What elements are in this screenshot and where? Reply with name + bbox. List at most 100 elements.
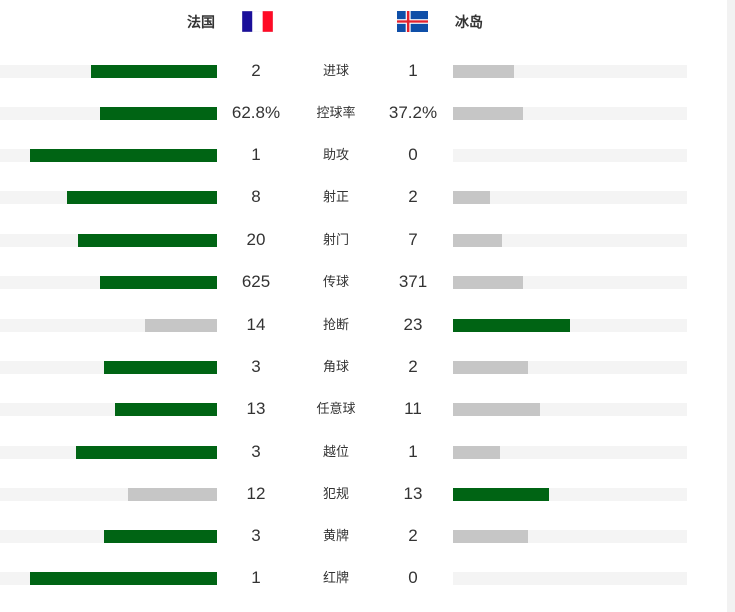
away-bar-track	[453, 572, 687, 585]
stat-row: 1 助攻 0	[0, 145, 727, 165]
home-bar-track	[0, 319, 217, 332]
stat-label: 传球	[322, 274, 349, 289]
stat-row: 1 红牌 0	[0, 568, 727, 588]
home-team-name: 法国	[187, 14, 215, 30]
away-value: 0	[408, 145, 418, 164]
home-value: 20	[246, 230, 266, 249]
home-bar-fill	[115, 403, 217, 416]
away-value: 23	[403, 315, 423, 334]
away-value: 11	[404, 399, 422, 418]
scrollbar[interactable]	[727, 0, 735, 612]
home-bar-fill	[75, 446, 217, 459]
away-bar-fill	[453, 191, 491, 204]
away-bar-track	[453, 191, 687, 204]
away-value: 2	[408, 357, 418, 376]
stat-row: 3 越位 1	[0, 442, 727, 462]
home-bar-track	[0, 107, 217, 120]
stat-row: 3 角球 2	[0, 357, 727, 377]
home-bar-fill	[91, 65, 217, 78]
away-value: 0	[408, 568, 418, 587]
away-bar-fill	[453, 361, 528, 374]
away-value: 371	[398, 272, 428, 291]
away-bar-track	[453, 446, 687, 459]
home-bar-fill	[99, 276, 217, 289]
home-value: 3	[251, 526, 261, 545]
away-bar-track	[453, 319, 687, 332]
home-bar-fill	[104, 361, 217, 374]
home-bar-fill	[128, 488, 217, 501]
home-bar-track	[0, 403, 217, 416]
away-bar-fill	[453, 446, 500, 459]
home-value: 62.8%	[231, 103, 281, 122]
home-value: 12	[246, 484, 266, 503]
home-bar-track	[0, 149, 217, 162]
home-bar-track	[0, 276, 217, 289]
home-bar-fill	[30, 149, 217, 162]
home-value: 625	[241, 272, 271, 291]
away-value: 1	[408, 442, 418, 461]
away-value: 7	[408, 230, 418, 249]
away-bar-track	[453, 149, 687, 162]
home-bar-track	[0, 65, 217, 78]
stat-label: 红牌	[322, 570, 349, 585]
away-value: 37.2%	[388, 103, 438, 122]
home-bar-track	[0, 361, 217, 374]
stat-label: 犯规	[322, 486, 349, 501]
stat-row: 3 黄牌 2	[0, 526, 727, 546]
stat-row: 13 任意球 11	[0, 399, 727, 419]
stat-label: 任意球	[316, 401, 356, 416]
stat-row: 8 射正 2	[0, 187, 727, 207]
away-bar-fill	[453, 319, 570, 332]
home-bar-fill	[30, 572, 217, 585]
home-bar-track	[0, 234, 217, 247]
home-bar-track	[0, 191, 217, 204]
away-bar-track	[453, 234, 687, 247]
away-bar-track	[453, 65, 687, 78]
away-bar-track	[453, 530, 687, 543]
away-team-name: 冰岛	[455, 14, 483, 30]
stat-label: 越位	[322, 444, 349, 459]
away-bar-track	[453, 361, 687, 374]
away-value: 1	[408, 61, 418, 80]
home-bar-track	[0, 446, 217, 459]
away-bar-fill	[453, 530, 528, 543]
home-bar-track	[0, 572, 217, 585]
away-value: 2	[408, 187, 418, 206]
home-bar-fill	[104, 530, 217, 543]
home-value: 1	[251, 145, 261, 164]
away-bar-fill	[453, 107, 524, 120]
stat-label: 射门	[322, 232, 349, 247]
home-value: 8	[251, 187, 261, 206]
stat-label: 进球	[322, 63, 349, 78]
home-value: 2	[251, 61, 261, 80]
home-value: 3	[251, 442, 261, 461]
away-bar-track	[453, 403, 687, 416]
stat-row: 2 进球 1	[0, 61, 727, 81]
away-bar-fill	[453, 234, 503, 247]
away-bar-fill	[453, 65, 514, 78]
home-value: 1	[251, 568, 261, 587]
france-flag-icon	[242, 11, 273, 32]
home-bar-fill	[78, 234, 217, 247]
home-value: 3	[251, 357, 261, 376]
stat-label: 黄牌	[322, 528, 349, 543]
stat-label: 抢断	[322, 317, 349, 332]
stat-row: 625 传球 371	[0, 272, 727, 292]
stat-label: 角球	[322, 359, 349, 374]
away-bar-fill	[453, 403, 540, 416]
stat-label: 控球率	[316, 105, 356, 120]
home-bar-fill	[145, 319, 217, 332]
away-bar-track	[453, 107, 687, 120]
away-bar-fill	[453, 488, 549, 501]
stat-label: 助攻	[322, 147, 349, 162]
away-bar-track	[453, 276, 687, 289]
home-bar-fill	[99, 107, 217, 120]
away-bar-track	[453, 488, 687, 501]
stat-row: 62.8% 控球率 37.2%	[0, 103, 727, 123]
away-value: 13	[403, 484, 423, 503]
away-value: 2	[408, 526, 418, 545]
stat-row: 20 射门 7	[0, 230, 727, 250]
home-value: 13	[246, 399, 266, 418]
home-bar-track	[0, 530, 217, 543]
home-value: 14	[246, 315, 266, 334]
